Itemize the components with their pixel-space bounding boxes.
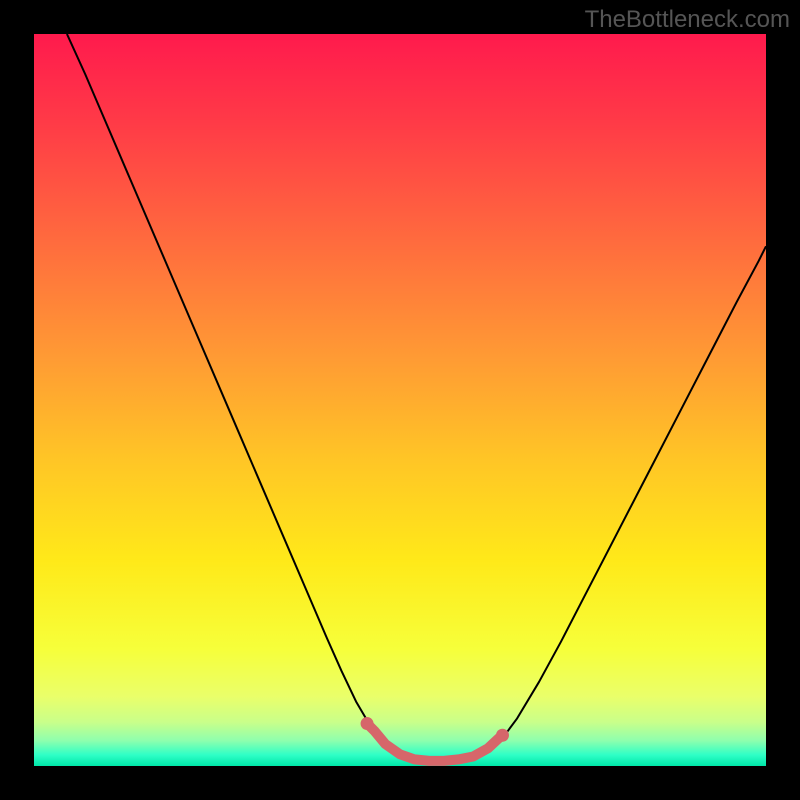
bottleneck-chart <box>34 34 766 766</box>
optimal-range-end-marker <box>496 729 509 742</box>
gradient-background <box>34 34 766 766</box>
optimal-range-start-marker <box>361 717 374 730</box>
watermark-label: TheBottleneck.com <box>585 6 790 34</box>
chart-stage: TheBottleneck.com <box>0 0 800 800</box>
